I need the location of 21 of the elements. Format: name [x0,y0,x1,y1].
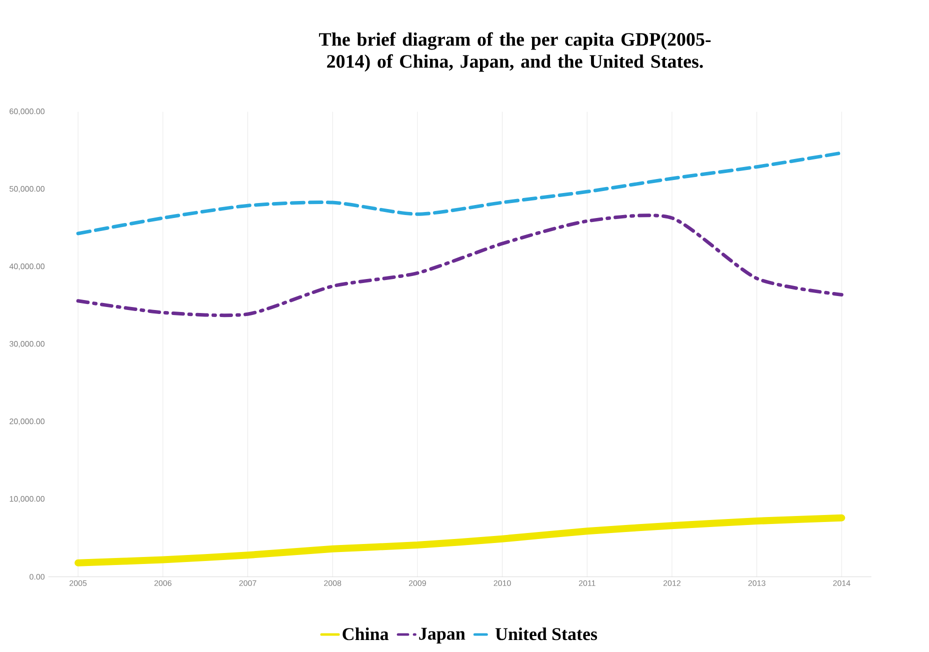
y-tick-label: 30,000.00 [10,341,45,348]
y-tick-label: 40,000.00 [9,264,45,270]
x-tick-label: 2013 [748,580,766,586]
y-tick-label: 20,000.00 [10,418,45,426]
y-tick-label: 0.00 [30,574,45,580]
y-tick-label: 60,000.00 [10,108,45,116]
x-tick-label: 2010 [494,580,511,586]
legend-label: Japan [419,628,466,644]
x-tick-label: 2007 [239,580,256,586]
x-tick-label: 2005 [70,580,87,586]
x-tick-label: 2009 [408,580,426,586]
x-tick-label: 2011 [578,580,596,586]
legend-label: China [342,628,389,640]
y-tick-label: 50,000.00 [10,186,45,193]
x-tick-label: 2008 [324,580,342,586]
x-tick-label: 2006 [154,580,172,586]
x-tick-label: 2012 [663,580,680,586]
y-tick-label: 10,000.00 [10,496,45,503]
x-tick-label: 2014 [833,580,850,586]
legend-label: United States [495,628,598,640]
chart-title: The brief diagram of the per capita GDP(2005-2014) of China, Japan, and the United States. [319,32,711,72]
